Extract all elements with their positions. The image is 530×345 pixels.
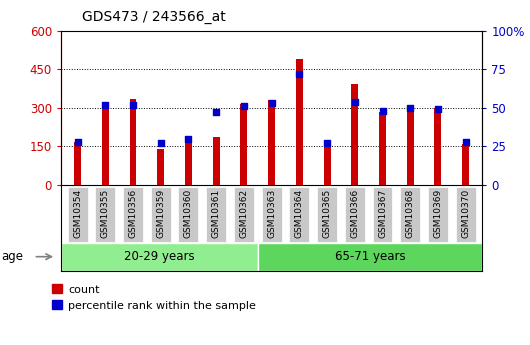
Point (73, 139, 82, 144)
Point (295, 71, 304, 77)
Point (434, 107, 442, 112)
Text: 65-71 years: 65-71 years (334, 250, 405, 263)
Point (101, 102, 110, 108)
Bar (407, 109, 414, 185)
Point (406, 105, 414, 110)
FancyBboxPatch shape (68, 187, 87, 242)
FancyBboxPatch shape (373, 187, 393, 242)
Point (212, 110, 220, 115)
FancyBboxPatch shape (317, 187, 337, 242)
FancyBboxPatch shape (123, 187, 143, 242)
Bar (379, 112, 386, 185)
Bar (296, 59, 303, 185)
Text: GSM10364: GSM10364 (295, 189, 304, 238)
FancyBboxPatch shape (61, 243, 258, 271)
Text: GSM10368: GSM10368 (406, 189, 415, 238)
Text: GSM10361: GSM10361 (211, 189, 220, 238)
Text: GSM10355: GSM10355 (101, 189, 110, 238)
Bar (462, 144, 469, 185)
Text: GSM10360: GSM10360 (184, 189, 193, 238)
Point (129, 102, 137, 108)
Text: GSM10356: GSM10356 (128, 189, 137, 238)
FancyBboxPatch shape (151, 187, 171, 242)
Point (323, 140, 331, 146)
Point (462, 139, 470, 144)
Text: GDS473 / 243566_at: GDS473 / 243566_at (82, 10, 226, 24)
Text: GSM10369: GSM10369 (434, 189, 443, 238)
FancyBboxPatch shape (289, 187, 310, 242)
Text: GSM10354: GSM10354 (73, 189, 82, 238)
FancyBboxPatch shape (345, 187, 365, 242)
FancyBboxPatch shape (258, 243, 482, 271)
FancyBboxPatch shape (179, 187, 198, 242)
FancyBboxPatch shape (234, 187, 254, 242)
Text: age: age (1, 250, 23, 263)
Bar (324, 147, 331, 185)
Point (267, 100, 276, 106)
Text: GSM10363: GSM10363 (267, 189, 276, 238)
Text: GSM10370: GSM10370 (461, 189, 470, 238)
Bar (241, 104, 248, 185)
Text: GSM10366: GSM10366 (350, 189, 359, 238)
Point (156, 140, 165, 146)
Text: GSM10365: GSM10365 (323, 189, 332, 238)
Text: GSM10367: GSM10367 (378, 189, 387, 238)
Point (184, 136, 193, 141)
Text: 20-29 years: 20-29 years (124, 250, 195, 263)
FancyBboxPatch shape (400, 187, 420, 242)
Bar (102, 103, 109, 185)
Legend: count, percentile rank within the sample: count, percentile rank within the sample (48, 280, 260, 315)
Bar (213, 137, 219, 185)
Bar (185, 141, 192, 185)
FancyBboxPatch shape (206, 187, 226, 242)
Bar (157, 149, 164, 185)
FancyBboxPatch shape (95, 187, 116, 242)
FancyBboxPatch shape (456, 187, 475, 242)
Bar (129, 99, 137, 185)
Point (240, 104, 248, 109)
Bar (435, 108, 441, 185)
Bar (268, 100, 275, 185)
Text: GSM10359: GSM10359 (156, 189, 165, 238)
Bar (74, 142, 81, 185)
FancyBboxPatch shape (262, 187, 281, 242)
Point (350, 99, 359, 105)
Bar (351, 83, 358, 185)
FancyBboxPatch shape (428, 187, 448, 242)
Text: GSM10362: GSM10362 (240, 189, 249, 238)
Point (378, 108, 387, 114)
